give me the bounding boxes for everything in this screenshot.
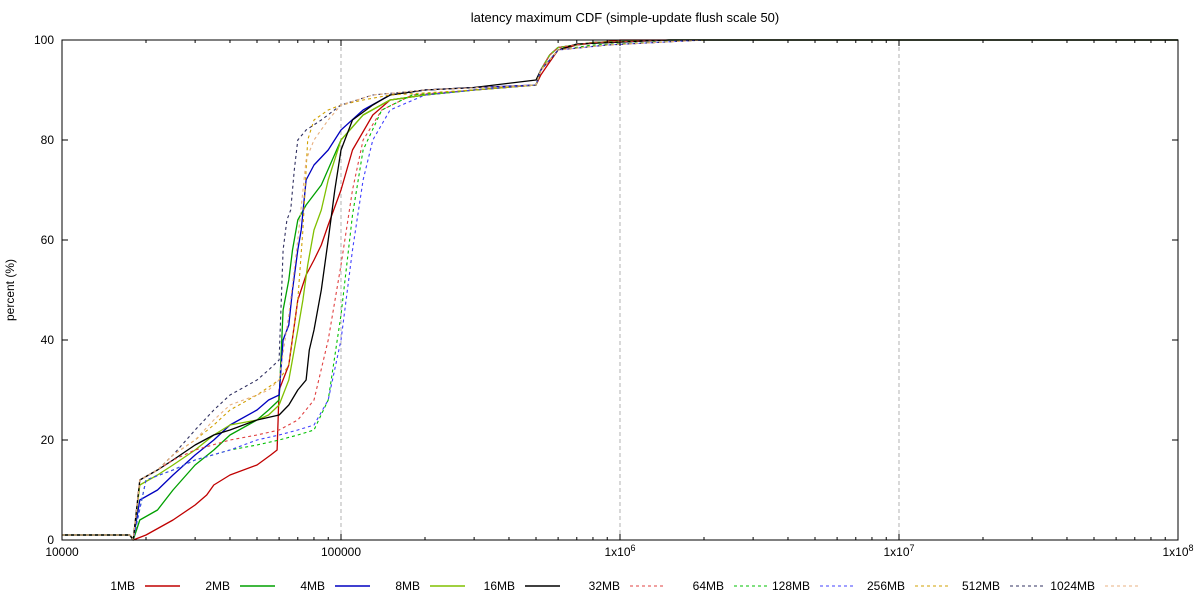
legend-item-16mb: 16MB	[484, 579, 560, 593]
legend-label: 512MB	[962, 579, 1000, 593]
x-tick-label: 1x107	[883, 543, 914, 559]
chart-title: latency maximum CDF (simple-update flush…	[471, 10, 780, 25]
y-tick-label: 100	[34, 33, 54, 47]
series-line-256mb	[62, 39, 1178, 541]
legend-item-32mb: 32MB	[589, 579, 665, 593]
y-tick-label: 40	[41, 333, 55, 347]
legend-label: 64MB	[693, 579, 724, 593]
legend-label: 1MB	[110, 579, 135, 593]
series-layer	[62, 39, 1178, 541]
y-tick-label: 0	[47, 533, 54, 547]
legend-item-128mb: 128MB	[772, 579, 855, 593]
series-line-1mb	[62, 39, 1178, 541]
legend-item-8mb: 8MB	[395, 579, 465, 593]
legend-item-4mb: 4MB	[300, 579, 370, 593]
legend-item-2mb: 2MB	[205, 579, 275, 593]
x-tick-label: 10000	[45, 545, 79, 559]
legend: 1MB 2MB 4MB 8MB 16MB 32MB 64MB 128MB 256MB 512MB 1…	[110, 579, 1140, 593]
y-tick-label: 20	[41, 433, 55, 447]
x-tick-label: 1x106	[604, 543, 635, 559]
legend-item-1mb: 1MB	[110, 579, 180, 593]
legend-label: 32MB	[589, 579, 620, 593]
grid-layer	[340, 40, 900, 540]
legend-label: 2MB	[205, 579, 230, 593]
x-tick-label: 100000	[321, 545, 361, 559]
legend-label: 16MB	[484, 579, 515, 593]
y-axis-label: percent (%)	[3, 259, 17, 321]
legend-item-1024mb: 1024MB	[1050, 579, 1140, 593]
legend-label: 1024MB	[1050, 579, 1095, 593]
series-line-32mb	[62, 39, 1178, 541]
legend-label: 128MB	[772, 579, 810, 593]
legend-item-256mb: 256MB	[867, 579, 950, 593]
axes-layer: 0 20 40 60 80 100 10000 100000 1x106 1x107 1x108	[34, 33, 1194, 559]
legend-label: 4MB	[300, 579, 325, 593]
y-tick-label: 60	[41, 233, 55, 247]
legend-label: 256MB	[867, 579, 905, 593]
y-tick-label: 80	[41, 133, 55, 147]
series-line-128mb	[62, 39, 1178, 541]
series-line-1024mb	[62, 39, 1178, 541]
x-tick-label: 1x108	[1162, 543, 1193, 559]
legend-label: 8MB	[395, 579, 420, 593]
legend-item-512mb: 512MB	[962, 579, 1045, 593]
legend-item-64mb: 64MB	[693, 579, 769, 593]
